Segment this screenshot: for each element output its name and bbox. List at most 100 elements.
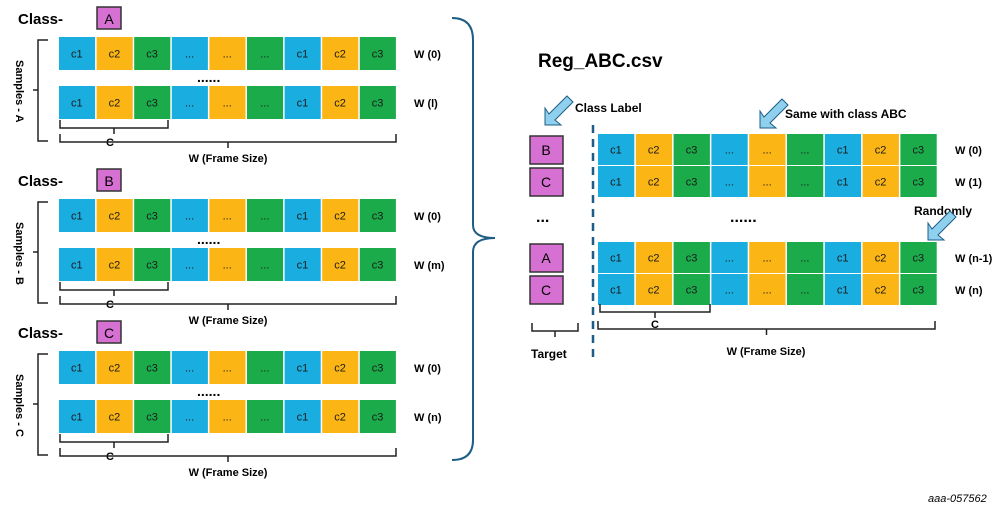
cell-label: c1 (837, 177, 849, 189)
cell-label: c1 (71, 412, 83, 424)
cell-label: ... (725, 177, 734, 189)
cell-c2 (322, 351, 359, 384)
cell-label: c1 (837, 285, 849, 297)
cell-c2 (322, 86, 359, 119)
figure-id: aaa-057562 (928, 493, 987, 505)
class-box (96, 168, 122, 192)
target-class-box (529, 135, 564, 165)
cell-label: c3 (146, 260, 158, 272)
cell-label: c2 (648, 253, 660, 265)
c-label: C (651, 319, 659, 331)
cell-label: ... (223, 363, 232, 375)
cell-label: ... (223, 98, 232, 110)
cell-c1 (59, 351, 96, 384)
cell-c3 (134, 248, 171, 281)
cell-label: c2 (334, 49, 346, 61)
target-class-box (529, 243, 564, 273)
row-label: W (m) (414, 260, 445, 272)
samples-brace (33, 353, 48, 456)
cell-label: c2 (334, 363, 346, 375)
cell-c2 (862, 242, 899, 273)
cell-c3 (673, 274, 710, 305)
same-with-class-arrow-icon (759, 98, 789, 129)
row-label: W (n) (955, 285, 983, 297)
cell-c3 (134, 400, 171, 433)
cell-label: ... (223, 49, 232, 61)
cell-c3 (247, 86, 284, 119)
row-label: W (l) (414, 98, 438, 110)
cell-label: c1 (297, 412, 309, 424)
cell-label: c3 (912, 145, 924, 157)
cell-label: ... (800, 177, 809, 189)
cell-label: ... (185, 260, 194, 272)
cell-label: c1 (297, 98, 309, 110)
cell-c2 (749, 242, 786, 273)
target-brace (531, 323, 579, 337)
cell-c3 (359, 86, 396, 119)
cell-label: c1 (837, 253, 849, 265)
class-box-label: C (104, 325, 114, 341)
cell-label: c3 (146, 211, 158, 223)
cell-label: c2 (109, 49, 121, 61)
w-frame-size-label: W (Frame Size) (189, 467, 268, 479)
cell-c3 (247, 199, 284, 232)
cell-label: ... (260, 363, 269, 375)
cell-c3 (134, 37, 171, 70)
cell-c2 (322, 199, 359, 232)
class-box (96, 6, 122, 30)
target-label: Target (531, 347, 567, 361)
cell-label: c3 (912, 285, 924, 297)
row-dots: ...... (197, 69, 220, 85)
cell-label: c2 (648, 145, 660, 157)
w-brace (59, 134, 397, 148)
cell-c3 (359, 400, 396, 433)
cell-c1 (59, 400, 96, 433)
cell-label: c2 (648, 177, 660, 189)
samples-label: Samples - B (13, 222, 25, 285)
cell-c1 (59, 199, 96, 232)
cell-c1 (171, 199, 208, 232)
cell-c1 (711, 166, 748, 197)
frame-row (59, 351, 396, 384)
csv-row (598, 274, 937, 305)
cell-c1 (171, 400, 208, 433)
cell-label: ... (223, 412, 232, 424)
cell-label: c3 (372, 412, 384, 424)
cell-c2 (322, 37, 359, 70)
cell-label: c2 (334, 260, 346, 272)
row-label: W (0) (414, 211, 441, 223)
cell-c3 (359, 37, 396, 70)
cell-label: ... (223, 260, 232, 272)
target-class-box (529, 167, 564, 197)
cell-label: c3 (686, 145, 698, 157)
cell-c3 (900, 242, 937, 273)
cell-c2 (862, 134, 899, 165)
cell-label: ... (800, 285, 809, 297)
target-class-label: C (541, 282, 551, 298)
cell-label: ... (185, 363, 194, 375)
cell-label: ... (725, 145, 734, 157)
cell-c3 (900, 274, 937, 305)
cell-c1 (284, 37, 321, 70)
samples-brace (33, 39, 48, 142)
cell-label: c1 (610, 285, 622, 297)
class-prefix-label: Class- (18, 11, 63, 28)
cell-label: c1 (610, 253, 622, 265)
class-box (96, 320, 122, 344)
cell-label: c1 (610, 177, 622, 189)
target-class-label: C (541, 174, 551, 190)
cell-c1 (284, 400, 321, 433)
csv-row (598, 242, 937, 273)
right-title: Reg_ABC.csv (538, 51, 663, 72)
cell-c2 (862, 166, 899, 197)
merge-brace (451, 17, 496, 461)
cell-label: c2 (109, 260, 121, 272)
cell-label: c1 (71, 260, 83, 272)
cell-label: ... (260, 412, 269, 424)
cell-label: ... (185, 98, 194, 110)
cell-c3 (247, 248, 284, 281)
cell-c2 (635, 166, 673, 197)
cell-c3 (787, 242, 824, 273)
cell-label: c1 (71, 49, 83, 61)
cell-c2 (635, 274, 673, 305)
